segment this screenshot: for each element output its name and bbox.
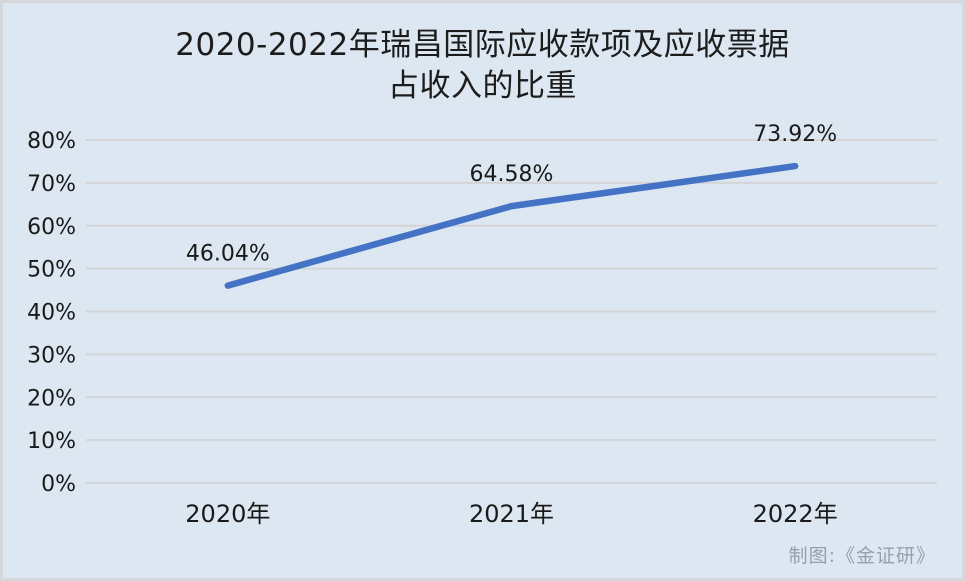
data-point-label: 46.04% xyxy=(186,242,270,267)
x-axis-category-label: 2020年 xyxy=(185,500,270,528)
data-point-label: 64.58% xyxy=(470,162,554,187)
line-chart-plot: 0% 10% 20% 30% 40% 50% 60% 70% 80% 2020年 2021年 2022… xyxy=(27,122,937,528)
y-axis-tick-label: 60% xyxy=(27,215,76,240)
y-axis-tick-label: 80% xyxy=(27,129,76,154)
chart-title-line2: 占收入的比重 xyxy=(388,67,577,104)
y-axis-tick-label: 20% xyxy=(27,386,76,411)
y-axis-tick-label: 0% xyxy=(41,472,76,497)
y-axis-tick-label: 40% xyxy=(27,301,76,326)
series-line xyxy=(224,162,799,289)
x-axis-category-label: 2022年 xyxy=(753,500,838,528)
chart-title: 2020-2022年瑞昌国际应收款项及应收票据 占收入的比重 xyxy=(3,25,962,107)
y-axis-tick-label: 10% xyxy=(27,429,76,454)
y-axis-tick-label: 70% xyxy=(27,172,76,197)
credit-text: 制图:《金证研》 xyxy=(788,545,936,567)
y-axis-tick-label: 30% xyxy=(27,343,76,368)
data-point-label: 73.92% xyxy=(753,122,837,147)
chart-title-line1: 2020-2022年瑞昌国际应收款项及应收票据 xyxy=(175,27,790,63)
y-axis-tick-label: 50% xyxy=(27,258,76,283)
x-axis-category-label: 2021年 xyxy=(469,500,554,528)
